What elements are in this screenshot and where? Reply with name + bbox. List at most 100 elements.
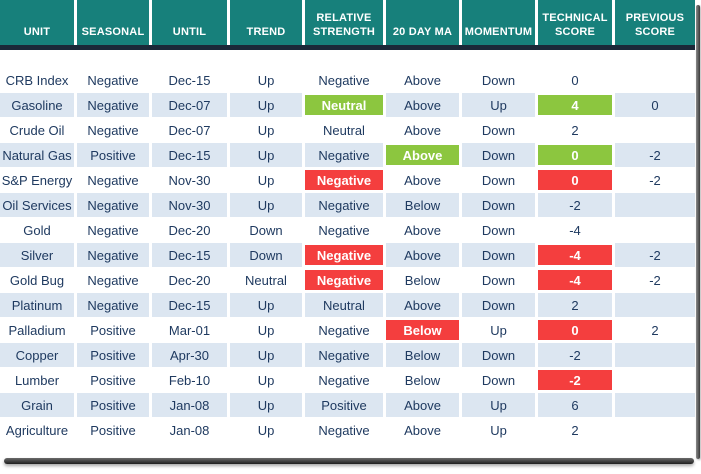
cell-grain-technical-score[interactable]: 6 <box>538 393 612 418</box>
cell-lumber-20-day-ma[interactable]: Below <box>386 368 459 393</box>
cell-s-p-energy-trend[interactable]: Up <box>230 168 302 193</box>
column-header-technical-score[interactable]: TECHNICAL SCORE <box>538 0 612 45</box>
cell-crb-index-until[interactable]: Dec-15 <box>152 68 227 93</box>
cell-crb-index-unit[interactable]: CRB Index <box>0 68 74 93</box>
cell-crude-oil-trend[interactable]: Up <box>230 118 302 143</box>
cell-copper-technical-score[interactable]: -2 <box>538 343 612 368</box>
cell-gold-bug-previous-score[interactable]: -2 <box>615 268 695 293</box>
cell-agriculture-unit[interactable]: Agriculture <box>0 418 74 443</box>
cell-lumber-relative-strength[interactable]: Negative <box>305 368 383 393</box>
cell-palladium-momentum[interactable]: Up <box>462 318 535 343</box>
cell-gold-bug-trend[interactable]: Neutral <box>230 268 302 293</box>
cell-lumber-trend[interactable]: Up <box>230 368 302 393</box>
cell-copper-relative-strength[interactable]: Negative <box>305 343 383 368</box>
cell-crude-oil-momentum[interactable]: Down <box>462 118 535 143</box>
cell-oil-services-previous-score[interactable] <box>615 193 695 218</box>
cell-palladium-technical-score[interactable]: 0 <box>538 318 612 343</box>
cell-palladium-20-day-ma[interactable]: Below <box>386 318 459 343</box>
cell-copper-seasonal[interactable]: Positive <box>77 343 149 368</box>
cell-gold-seasonal[interactable]: Negative <box>77 218 149 243</box>
cell-palladium-relative-strength[interactable]: Negative <box>305 318 383 343</box>
cell-agriculture-trend[interactable]: Up <box>230 418 302 443</box>
cell-crb-index-momentum[interactable]: Down <box>462 68 535 93</box>
cell-lumber-seasonal[interactable]: Positive <box>77 368 149 393</box>
cell-copper-momentum[interactable]: Down <box>462 343 535 368</box>
cell-silver-momentum[interactable]: Down <box>462 243 535 268</box>
cell-s-p-energy-seasonal[interactable]: Negative <box>77 168 149 193</box>
cell-copper-unit[interactable]: Copper <box>0 343 74 368</box>
cell-agriculture-previous-score[interactable] <box>615 418 695 443</box>
cell-grain-momentum[interactable]: Up <box>462 393 535 418</box>
column-header-momentum[interactable]: MOMENTUM <box>462 0 535 45</box>
cell-gold-unit[interactable]: Gold <box>0 218 74 243</box>
cell-crb-index-relative-strength[interactable]: Negative <box>305 68 383 93</box>
cell-agriculture-seasonal[interactable]: Positive <box>77 418 149 443</box>
cell-crude-oil-until[interactable]: Dec-07 <box>152 118 227 143</box>
cell-lumber-until[interactable]: Feb-10 <box>152 368 227 393</box>
cell-silver-previous-score[interactable]: -2 <box>615 243 695 268</box>
cell-oil-services-momentum[interactable]: Down <box>462 193 535 218</box>
cell-palladium-until[interactable]: Mar-01 <box>152 318 227 343</box>
cell-oil-services-relative-strength[interactable]: Negative <box>305 193 383 218</box>
cell-natural-gas-relative-strength[interactable]: Negative <box>305 143 383 168</box>
cell-lumber-momentum[interactable]: Down <box>462 368 535 393</box>
cell-gasoline-until[interactable]: Dec-07 <box>152 93 227 118</box>
cell-silver-unit[interactable]: Silver <box>0 243 74 268</box>
cell-platinum-unit[interactable]: Platinum <box>0 293 74 318</box>
cell-grain-unit[interactable]: Grain <box>0 393 74 418</box>
cell-grain-until[interactable]: Jan-08 <box>152 393 227 418</box>
cell-crb-index-seasonal[interactable]: Negative <box>77 68 149 93</box>
cell-platinum-previous-score[interactable] <box>615 293 695 318</box>
column-header-seasonal[interactable]: SEASONAL <box>77 0 149 45</box>
cell-s-p-energy-technical-score[interactable]: 0 <box>538 168 612 193</box>
cell-oil-services-until[interactable]: Nov-30 <box>152 193 227 218</box>
cell-crude-oil-seasonal[interactable]: Negative <box>77 118 149 143</box>
cell-gold-until[interactable]: Dec-20 <box>152 218 227 243</box>
cell-natural-gas-previous-score[interactable]: -2 <box>615 143 695 168</box>
cell-gold-bug-unit[interactable]: Gold Bug <box>0 268 74 293</box>
cell-silver-20-day-ma[interactable]: Above <box>386 243 459 268</box>
cell-s-p-energy-momentum[interactable]: Down <box>462 168 535 193</box>
cell-gold-bug-20-day-ma[interactable]: Below <box>386 268 459 293</box>
cell-gold-technical-score[interactable]: -4 <box>538 218 612 243</box>
cell-oil-services-technical-score[interactable]: -2 <box>538 193 612 218</box>
cell-natural-gas-unit[interactable]: Natural Gas <box>0 143 74 168</box>
cell-agriculture-20-day-ma[interactable]: Above <box>386 418 459 443</box>
cell-gold-relative-strength[interactable]: Negative <box>305 218 383 243</box>
cell-gasoline-technical-score[interactable]: 4 <box>538 93 612 118</box>
cell-lumber-previous-score[interactable] <box>615 368 695 393</box>
cell-oil-services-seasonal[interactable]: Negative <box>77 193 149 218</box>
cell-crude-oil-previous-score[interactable] <box>615 118 695 143</box>
cell-natural-gas-seasonal[interactable]: Positive <box>77 143 149 168</box>
cell-grain-relative-strength[interactable]: Positive <box>305 393 383 418</box>
cell-palladium-seasonal[interactable]: Positive <box>77 318 149 343</box>
cell-crude-oil-technical-score[interactable]: 2 <box>538 118 612 143</box>
cell-gasoline-momentum[interactable]: Up <box>462 93 535 118</box>
cell-natural-gas-20-day-ma[interactable]: Above <box>386 143 459 168</box>
cell-silver-trend[interactable]: Down <box>230 243 302 268</box>
cell-copper-until[interactable]: Apr-30 <box>152 343 227 368</box>
cell-s-p-energy-relative-strength[interactable]: Negative <box>305 168 383 193</box>
cell-lumber-technical-score[interactable]: -2 <box>538 368 612 393</box>
cell-natural-gas-technical-score[interactable]: 0 <box>538 143 612 168</box>
cell-copper-20-day-ma[interactable]: Below <box>386 343 459 368</box>
cell-grain-previous-score[interactable] <box>615 393 695 418</box>
cell-s-p-energy-previous-score[interactable]: -2 <box>615 168 695 193</box>
cell-s-p-energy-until[interactable]: Nov-30 <box>152 168 227 193</box>
cell-platinum-momentum[interactable]: Down <box>462 293 535 318</box>
cell-gasoline-relative-strength[interactable]: Neutral <box>305 93 383 118</box>
cell-agriculture-technical-score[interactable]: 2 <box>538 418 612 443</box>
cell-agriculture-relative-strength[interactable]: Negative <box>305 418 383 443</box>
cell-oil-services-unit[interactable]: Oil Services <box>0 193 74 218</box>
cell-platinum-20-day-ma[interactable]: Above <box>386 293 459 318</box>
cell-gold-bug-technical-score[interactable]: -4 <box>538 268 612 293</box>
cell-grain-trend[interactable]: Up <box>230 393 302 418</box>
column-header-unit[interactable]: UNIT <box>0 0 74 45</box>
cell-grain-seasonal[interactable]: Positive <box>77 393 149 418</box>
cell-oil-services-trend[interactable]: Up <box>230 193 302 218</box>
cell-gasoline-seasonal[interactable]: Negative <box>77 93 149 118</box>
cell-agriculture-momentum[interactable]: Up <box>462 418 535 443</box>
cell-platinum-seasonal[interactable]: Negative <box>77 293 149 318</box>
cell-palladium-trend[interactable]: Up <box>230 318 302 343</box>
cell-gold-bug-until[interactable]: Dec-20 <box>152 268 227 293</box>
